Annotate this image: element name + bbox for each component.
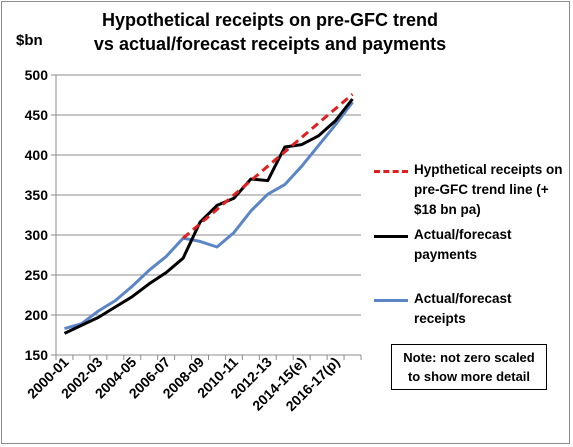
chart-title-line1: Hypothetical receipts on pre-GFC trend bbox=[101, 10, 439, 30]
y-tick-label: 250 bbox=[25, 267, 49, 283]
y-tick-label: 400 bbox=[25, 147, 49, 163]
y-tick-label: 200 bbox=[25, 307, 49, 323]
y-tick-label: 300 bbox=[25, 227, 49, 243]
chart-title: Hypothetical receipts on pre-GFC trend v… bbox=[60, 8, 480, 56]
note-text: Note: not zero scaled to show more detai… bbox=[403, 350, 535, 384]
series-line-payments bbox=[63, 98, 354, 335]
series-line-trend bbox=[182, 93, 354, 240]
legend-swatch-payments bbox=[374, 235, 408, 238]
y-tick-label: 500 bbox=[25, 67, 49, 83]
legend-swatch-receipts bbox=[374, 299, 408, 302]
y-tick-label: 150 bbox=[25, 347, 49, 363]
note-annotation: Note: not zero scaled to show more detai… bbox=[391, 344, 547, 390]
series-line-receipts bbox=[64, 101, 354, 331]
legend-label-payments: Actual/forecast payments bbox=[414, 227, 512, 262]
legend-label-receipts: Actual/forecast receipts bbox=[414, 291, 512, 326]
y-tick-label: 350 bbox=[25, 187, 49, 203]
chart-title-line2: vs actual/forecast receipts and payments bbox=[93, 34, 447, 54]
y-axis-unit-label: $bn bbox=[16, 32, 43, 49]
legend-swatch-trend bbox=[374, 170, 408, 173]
y-tick-label: 450 bbox=[25, 107, 49, 123]
legend-label-trend: Hypthetical receipts on pre-GFC trend li… bbox=[414, 162, 563, 217]
